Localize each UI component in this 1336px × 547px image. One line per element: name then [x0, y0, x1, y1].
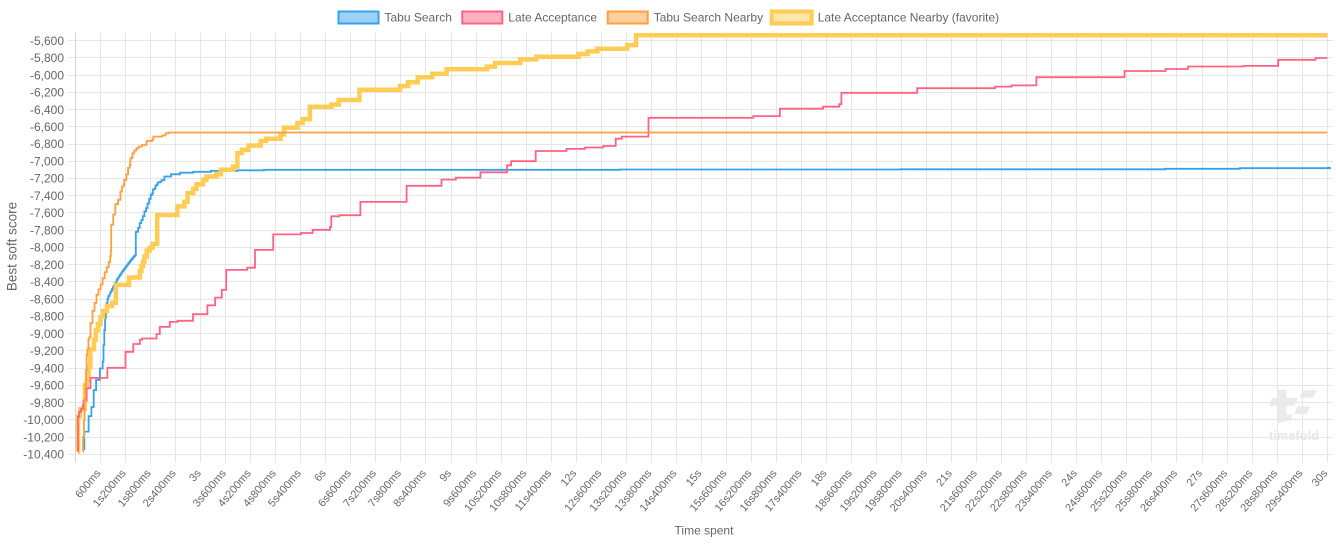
svg-text:-10,000: -10,000: [23, 413, 64, 427]
svg-text:-7,600: -7,600: [30, 206, 64, 220]
svg-text:-9,200: -9,200: [30, 344, 64, 358]
svg-text:-8,200: -8,200: [30, 258, 64, 272]
svg-text:-6,600: -6,600: [30, 120, 64, 134]
svg-text:Tabu Search: Tabu Search: [385, 11, 452, 25]
svg-text:Late Acceptance: Late Acceptance: [508, 11, 597, 25]
svg-text:Late Acceptance Nearby (favori: Late Acceptance Nearby (favorite): [818, 11, 999, 25]
svg-text:-9,400: -9,400: [30, 361, 64, 375]
svg-text:-10,400: -10,400: [23, 448, 64, 462]
svg-text:-8,400: -8,400: [30, 275, 64, 289]
svg-text:timefold: timefold: [1269, 429, 1319, 443]
svg-text:-8,800: -8,800: [30, 310, 64, 324]
svg-text:Time spent: Time spent: [675, 524, 735, 538]
svg-text:-7,800: -7,800: [30, 223, 64, 237]
svg-text:-6,000: -6,000: [30, 68, 64, 82]
svg-text:Tabu Search Nearby: Tabu Search Nearby: [654, 11, 763, 25]
svg-text:-10,200: -10,200: [23, 430, 64, 444]
svg-text:-8,600: -8,600: [30, 292, 64, 306]
svg-text:Best soft score: Best soft score: [5, 202, 20, 291]
svg-text:-7,400: -7,400: [30, 189, 64, 203]
svg-text:-7,000: -7,000: [30, 155, 64, 169]
svg-text:-9,000: -9,000: [30, 327, 64, 341]
svg-text:-6,800: -6,800: [30, 137, 64, 151]
svg-text:-9,800: -9,800: [30, 396, 64, 410]
svg-text:-5,800: -5,800: [30, 51, 64, 65]
svg-text:-9,600: -9,600: [30, 379, 64, 393]
svg-text:-8,000: -8,000: [30, 241, 64, 255]
svg-text:-6,200: -6,200: [30, 86, 64, 100]
svg-text:-7,200: -7,200: [30, 172, 64, 186]
svg-text:-6,400: -6,400: [30, 103, 64, 117]
svg-text:-5,600: -5,600: [30, 34, 64, 48]
